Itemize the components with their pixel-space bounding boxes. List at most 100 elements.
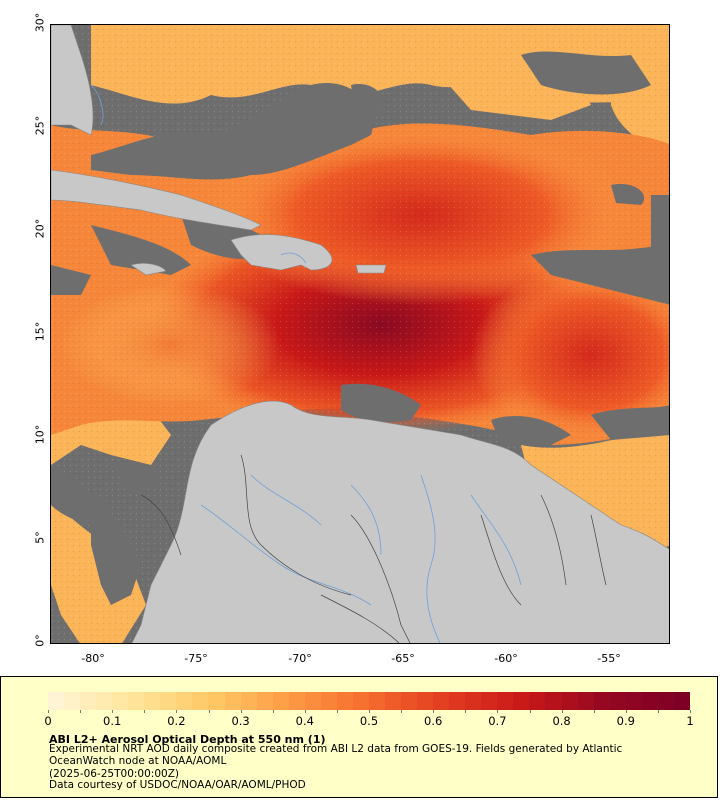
colorbar-tick-mark <box>625 710 627 713</box>
colorbar-swatch <box>80 692 97 710</box>
florida-land <box>51 25 94 136</box>
colorbar-swatch <box>529 692 546 710</box>
map-canvas <box>51 25 669 643</box>
colorbar-swatch <box>368 692 385 710</box>
lat-tick: 15° <box>33 321 47 342</box>
colorbar-swatch <box>465 692 482 710</box>
colorbar-swatch <box>625 692 642 710</box>
lon-tick: -75° <box>184 652 208 665</box>
nodata-patches <box>51 51 669 525</box>
colorbar-swatch <box>64 692 81 710</box>
cuba-land <box>51 169 262 231</box>
puerto-rico-land <box>355 264 387 274</box>
colorbar-tick-mark <box>401 710 403 713</box>
colorbar-swatch <box>577 692 594 710</box>
colorbar-swatch <box>128 692 145 710</box>
colorbar-tick-mark <box>48 710 49 713</box>
colorbar-swatch <box>96 692 113 710</box>
legend-title: ABI L2+ Aerosol Optical Depth at 550 nm … <box>49 733 326 746</box>
colorbar-tick-label: 0.6 <box>424 714 443 728</box>
lon-tick: -80° <box>81 652 105 665</box>
colorbar-swatch <box>304 692 321 710</box>
hispaniola-land <box>230 234 333 271</box>
colorbar-swatch <box>176 692 193 710</box>
lat-tick: 0° <box>33 634 47 647</box>
colorbar-tick-label: 0.2 <box>167 714 186 728</box>
south-america-land <box>131 400 669 643</box>
colorbar-tick-mark <box>690 710 691 713</box>
colorbar-tick-mark <box>208 710 210 713</box>
lat-tick: 5° <box>33 531 47 544</box>
lat-tick: 25° <box>33 115 47 136</box>
colorbar-tick-mark <box>240 710 242 713</box>
colorbar-swatch <box>417 692 434 710</box>
aod-map <box>50 24 670 644</box>
colorbar-tick-mark <box>497 710 499 713</box>
colorbar-tick-mark <box>433 710 435 713</box>
colorbar-swatch <box>208 692 225 710</box>
colorbar-tick-label: 0.7 <box>488 714 507 728</box>
lat-tick: 20° <box>33 218 47 239</box>
colorbar-swatch <box>657 692 674 710</box>
colorbar-tick-mark <box>369 710 370 713</box>
colorbar-swatch <box>561 692 578 710</box>
colorbar-tick-label: 0.8 <box>552 714 571 728</box>
colorbar-tick-label: 0 <box>44 714 52 728</box>
colorbar-swatch <box>384 692 402 710</box>
colorbar-tick-mark <box>465 710 467 713</box>
colorbar-swatch <box>160 692 177 710</box>
colorbar-swatch <box>288 692 305 710</box>
colorbar-swatch <box>545 692 562 710</box>
colorbar-tick-mark <box>112 710 114 713</box>
colorbar-swatch <box>433 692 450 710</box>
colorbar-tick-mark <box>176 710 178 713</box>
colorbar-tick-mark <box>657 710 659 713</box>
colorbar-tick-mark <box>593 710 595 713</box>
colorbar-swatch <box>256 692 273 710</box>
colorbar-tick-mark <box>336 710 338 713</box>
colorbar-swatch <box>352 692 369 710</box>
colorbar-swatch <box>401 692 418 710</box>
colorbar-tick-label: 0.4 <box>295 714 314 728</box>
lon-tick: -55° <box>597 652 621 665</box>
colorbar-tick-label: 0.5 <box>359 714 379 728</box>
colorbar-tick-mark <box>304 710 306 713</box>
legend-timestamp: (2025-06-25T00:00:00Z) <box>49 768 179 780</box>
rivers <box>90 84 522 643</box>
colorbar-swatch <box>449 692 466 710</box>
colorbar-swatch <box>609 692 626 710</box>
colorbar-swatch <box>224 692 241 710</box>
colorbar-swatch <box>272 692 289 710</box>
legend-credit: Data courtesy of USDOC/NOAA/OAR/AOML/PHO… <box>49 779 306 791</box>
lon-tick: -60° <box>494 652 518 665</box>
colorbar-swatch <box>481 692 498 710</box>
colorbar-tick-mark <box>272 710 274 713</box>
country-borders <box>140 454 607 643</box>
colorbar-swatch <box>641 692 658 710</box>
colorbar-swatch <box>497 692 514 710</box>
colorbar-swatch <box>593 692 610 710</box>
colorbar-tick-mark <box>144 710 146 713</box>
colorbar-tick-mark <box>80 710 82 713</box>
colorbar-swatch <box>144 692 161 710</box>
lat-tick: 10° <box>33 424 47 445</box>
colorbar <box>48 692 690 710</box>
colorbar-swatch <box>320 692 337 710</box>
colorbar-tick-label: 0.9 <box>616 714 635 728</box>
colorbar-tick-label: 0.3 <box>231 714 250 728</box>
legend-description: Experimental NRT AOD daily composite cre… <box>49 743 623 767</box>
colorbar-tick-mark <box>529 710 531 713</box>
colorbar-tick-label: 0.1 <box>103 714 122 728</box>
colorbar-swatch <box>336 692 353 710</box>
lon-tick: -70° <box>288 652 312 665</box>
legend-panel: ABI L2+ Aerosol Optical Depth at 550 nm … <box>0 676 718 798</box>
land-masses <box>51 25 669 643</box>
colorbar-swatch <box>673 692 690 710</box>
central-america-land <box>91 495 141 605</box>
colorbar-tick-mark <box>561 710 563 713</box>
colorbar-swatch <box>513 692 530 710</box>
colorbar-swatch <box>240 692 257 710</box>
colorbar-swatch <box>112 692 129 710</box>
jamaica-land <box>130 263 167 276</box>
lon-tick: -65° <box>391 652 415 665</box>
